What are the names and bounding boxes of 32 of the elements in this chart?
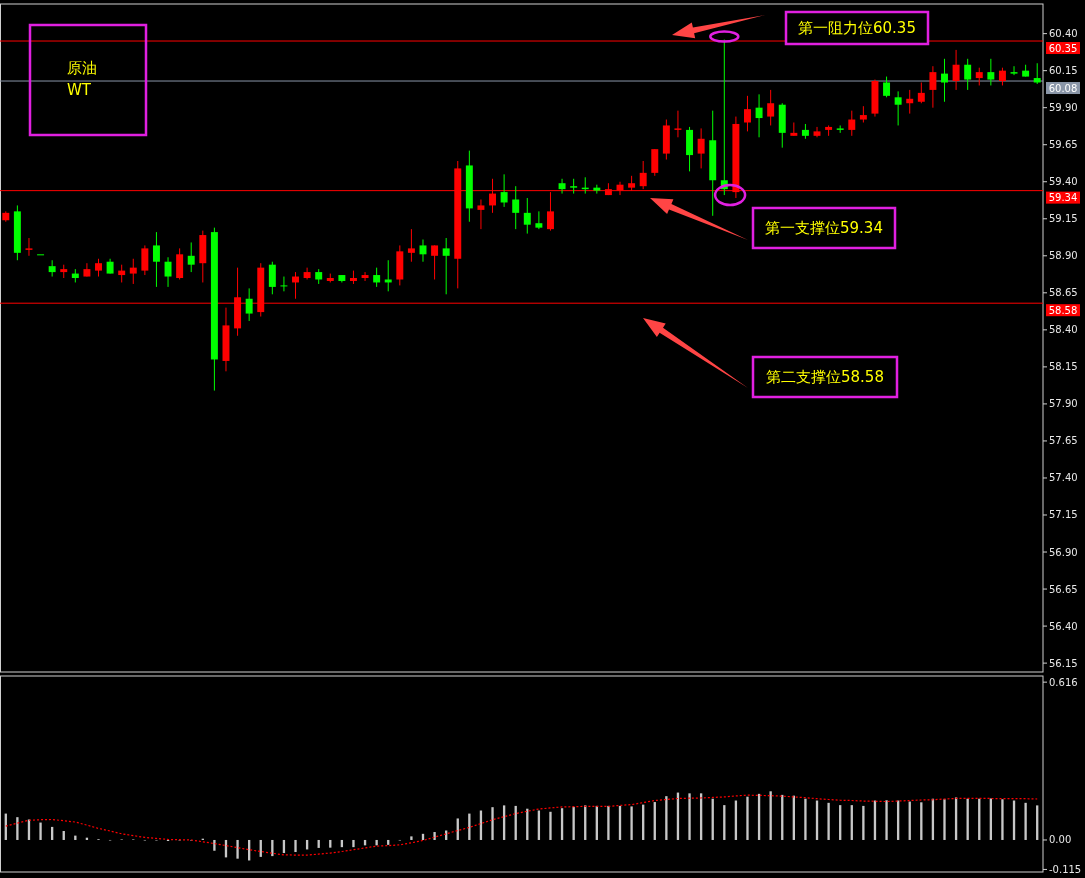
y-tick-label: -0.115	[1049, 863, 1082, 875]
y-tick-label: 59.65	[1049, 139, 1078, 151]
y-tick-label: 58.15	[1049, 361, 1078, 373]
y-tick-label: 56.65	[1049, 583, 1078, 595]
y-tick-label: 57.15	[1049, 509, 1078, 521]
ref-line-label: 59.34	[1048, 192, 1078, 204]
y-tick-label: 58.90	[1049, 250, 1078, 262]
y-tick-label: 57.90	[1049, 398, 1078, 410]
y-tick-label: 0.00	[1049, 834, 1072, 846]
y-tick-label: 58.65	[1049, 287, 1078, 299]
annotation: 第一阻力位60.35	[798, 19, 916, 37]
annotation: 第一阻力位60.35	[672, 10, 930, 46]
annotation: 第二支撑位58.58	[643, 318, 899, 399]
y-tick-label: 56.15	[1049, 657, 1078, 669]
y-tick-label: 60.40	[1049, 28, 1078, 40]
y-tick-label: 59.15	[1049, 213, 1078, 225]
ref-line-label: 60.35	[1048, 42, 1078, 54]
y-tick-label: 56.40	[1049, 620, 1078, 632]
y-tick-label: 57.40	[1049, 472, 1078, 484]
annotation: 第二支撑位58.58	[766, 368, 884, 386]
y-tick-label: 60.15	[1049, 65, 1078, 77]
ref-line-label: 60.08	[1048, 82, 1078, 94]
title-box: 原油 WT	[28, 23, 148, 137]
y-tick-label: 57.65	[1049, 435, 1078, 447]
ref-line-label: 58.58	[1048, 304, 1078, 316]
y-tick-label: 0.616	[1049, 676, 1078, 688]
y-tick-label: 59.90	[1049, 102, 1078, 114]
annotation: 第一支撑位59.34	[765, 219, 883, 237]
y-tick-label: 59.40	[1049, 176, 1078, 188]
y-tick-label: 58.40	[1049, 324, 1078, 336]
y-tick-label: 56.90	[1049, 546, 1078, 558]
annotation: 第一支撑位59.34	[650, 198, 897, 250]
